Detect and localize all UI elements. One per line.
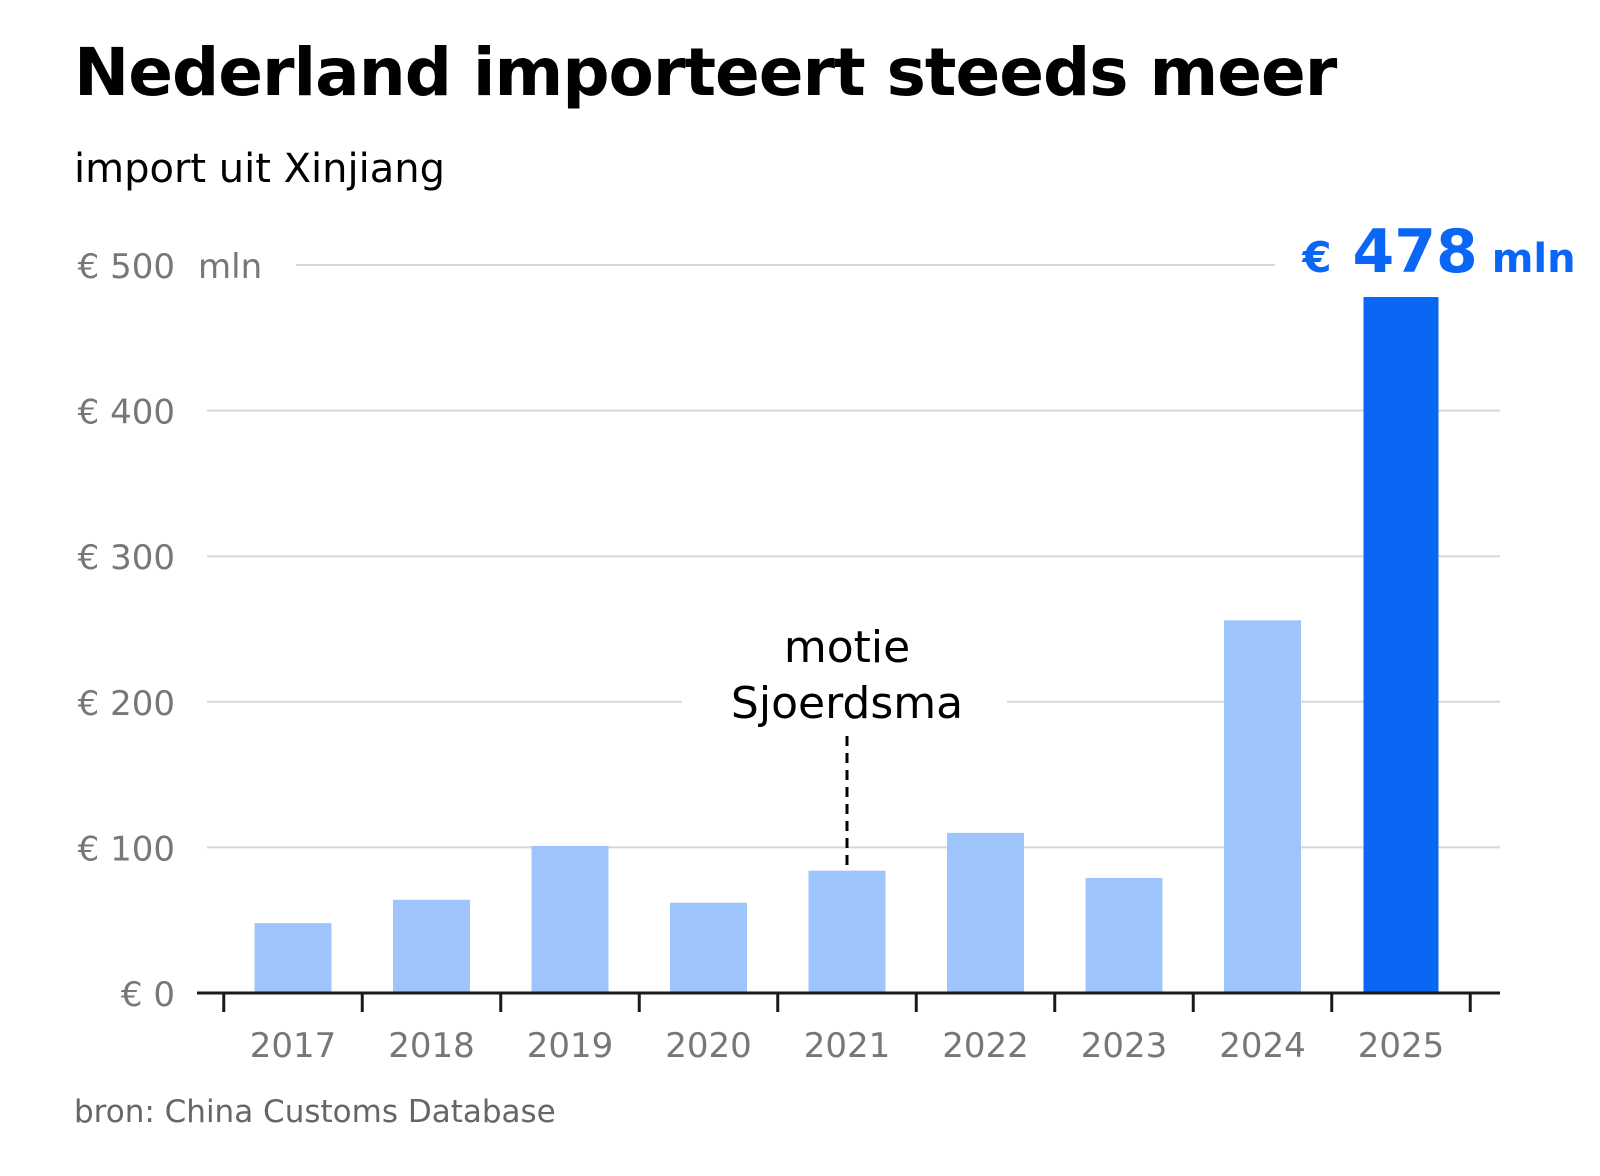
x-tick-label: 2017 [250, 1026, 337, 1066]
bar-2018 [393, 899, 470, 993]
bar-2020 [670, 902, 747, 993]
x-tick-label: 2023 [1081, 1026, 1168, 1066]
y-tick-label: € 0 [121, 975, 175, 1015]
bar-2025 [1363, 297, 1439, 994]
y-tick-label: € 100 [78, 829, 175, 869]
highlight-label-part: € [1301, 233, 1331, 282]
bar-2024 [1224, 620, 1301, 993]
bar-2022 [947, 832, 1024, 993]
x-tick-label: 2019 [527, 1026, 614, 1066]
chart-title: Nederland importeert steeds meer [74, 34, 1337, 111]
y-tick-label: € 400 [78, 393, 175, 433]
bar-2019 [531, 845, 609, 993]
highlight-label-part: mln [1478, 236, 1576, 282]
bar-2021 [808, 870, 886, 993]
x-tick-label: 2018 [388, 1026, 475, 1066]
y-tick-label: € 500 [78, 247, 175, 287]
chart-subtitle: import uit Xinjiang [74, 146, 445, 192]
x-tick-label: 2020 [665, 1026, 752, 1066]
x-tick-label: 2021 [804, 1026, 891, 1066]
x-tick-label: 2025 [1358, 1026, 1445, 1066]
x-tick-label: 2024 [1219, 1026, 1306, 1066]
x-tick-label: 2022 [942, 1026, 1029, 1066]
highlight-label-part: 478 [1332, 217, 1478, 287]
y-tick-label: € 300 [78, 538, 175, 578]
annotation-label: Sjoerdsma [731, 678, 963, 729]
bar-2017 [254, 923, 332, 993]
source-note: bron: China Customs Database [74, 1094, 556, 1130]
y-tick-label: € 200 [78, 684, 175, 724]
annotation-label: motie [784, 622, 910, 673]
y-unit-label: mln [198, 247, 262, 287]
bar-2023 [1085, 877, 1163, 993]
highlight-value-label: € 478 mln [1301, 217, 1575, 287]
